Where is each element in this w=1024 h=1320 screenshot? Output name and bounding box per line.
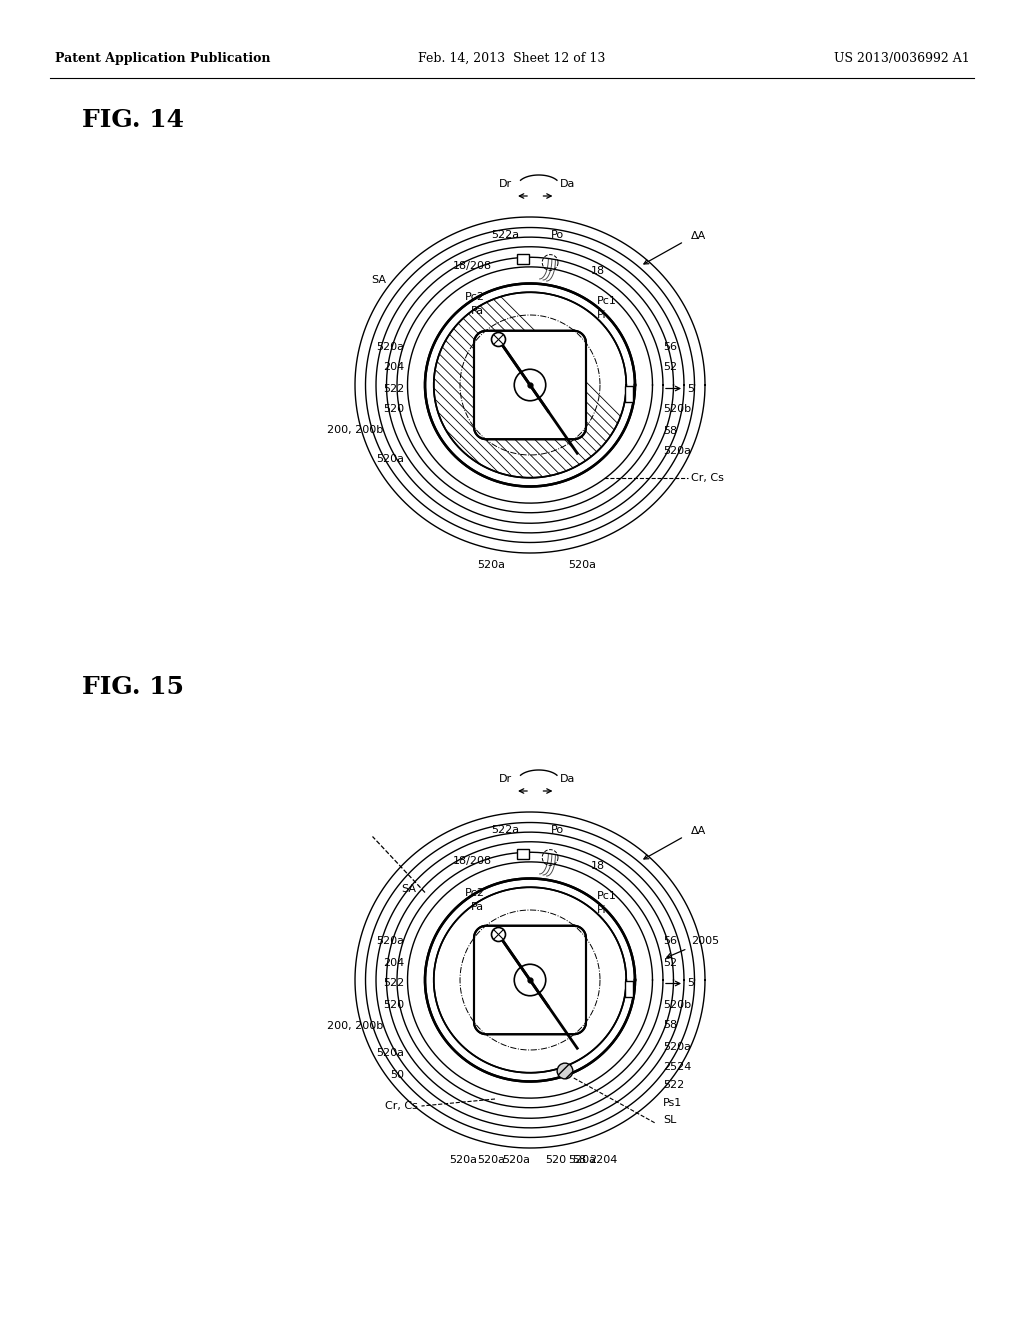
Text: 5: 5 xyxy=(687,384,694,393)
Text: 520a: 520a xyxy=(477,1155,506,1166)
Text: Pi: Pi xyxy=(597,906,606,915)
Text: 520a: 520a xyxy=(376,1048,404,1059)
Text: 18/208: 18/208 xyxy=(453,261,492,271)
Text: Cr, Cs: Cr, Cs xyxy=(691,473,724,483)
Text: 520b: 520b xyxy=(663,999,691,1010)
Text: Cr, Cs: Cr, Cs xyxy=(385,1101,418,1111)
Text: 520a: 520a xyxy=(376,454,404,463)
Text: 520: 520 xyxy=(383,404,404,414)
Text: 520a: 520a xyxy=(477,560,506,570)
Text: 522: 522 xyxy=(383,978,404,989)
Text: Pc1: Pc1 xyxy=(597,296,616,306)
Text: 52: 52 xyxy=(663,363,677,372)
Text: FIG. 14: FIG. 14 xyxy=(82,108,184,132)
Text: 58: 58 xyxy=(572,1155,586,1166)
Circle shape xyxy=(514,964,546,995)
Text: 2524: 2524 xyxy=(663,1063,691,1072)
Text: Ps1: Ps1 xyxy=(663,1097,682,1107)
Text: 18: 18 xyxy=(591,267,605,276)
Circle shape xyxy=(492,333,506,346)
Text: 520a: 520a xyxy=(663,446,691,457)
Text: 520a: 520a xyxy=(568,560,597,570)
Text: 522a: 522a xyxy=(492,825,519,834)
Text: Patent Application Publication: Patent Application Publication xyxy=(55,51,270,65)
Bar xyxy=(517,849,529,859)
Text: Po: Po xyxy=(551,825,564,834)
Text: 58: 58 xyxy=(663,1020,677,1031)
Text: 520: 520 xyxy=(383,999,404,1010)
Text: 58: 58 xyxy=(663,425,677,436)
Text: Da: Da xyxy=(560,180,575,189)
Text: 520a: 520a xyxy=(663,1041,691,1052)
Text: SA: SA xyxy=(401,884,416,894)
Text: 200, 200b: 200, 200b xyxy=(327,1020,383,1031)
Text: Da: Da xyxy=(560,774,575,784)
Text: 5: 5 xyxy=(687,978,694,989)
Text: 56: 56 xyxy=(663,936,677,946)
Circle shape xyxy=(514,370,546,401)
Text: 520a: 520a xyxy=(376,936,404,946)
Text: 2005: 2005 xyxy=(691,936,719,946)
Text: Pa: Pa xyxy=(471,306,484,317)
Text: 204: 204 xyxy=(383,363,404,372)
Text: SA: SA xyxy=(372,275,386,285)
Text: 522: 522 xyxy=(383,384,404,393)
Text: 520a: 520a xyxy=(502,1155,530,1166)
Text: Pc2: Pc2 xyxy=(465,293,484,302)
Text: 50: 50 xyxy=(390,1069,404,1080)
Text: Pa: Pa xyxy=(471,902,484,912)
Text: 52: 52 xyxy=(663,957,677,968)
Text: 520: 520 xyxy=(546,1155,567,1166)
Bar xyxy=(517,255,529,264)
Text: Feb. 14, 2013  Sheet 12 of 13: Feb. 14, 2013 Sheet 12 of 13 xyxy=(419,51,605,65)
Text: Pi: Pi xyxy=(597,310,606,319)
Polygon shape xyxy=(474,331,586,440)
Text: US 2013/0036992 A1: US 2013/0036992 A1 xyxy=(835,51,970,65)
Text: 18/208: 18/208 xyxy=(453,855,492,866)
Text: 520a: 520a xyxy=(450,1155,477,1166)
Bar xyxy=(626,385,633,401)
Text: 520b: 520b xyxy=(663,404,691,414)
Text: 2204: 2204 xyxy=(590,1155,617,1166)
Text: 204: 204 xyxy=(383,957,404,968)
Bar xyxy=(626,981,633,997)
Text: Po: Po xyxy=(551,230,564,240)
Text: ΔA: ΔA xyxy=(691,231,707,242)
Text: 520a: 520a xyxy=(568,1155,597,1166)
Text: Dr: Dr xyxy=(500,774,512,784)
Circle shape xyxy=(557,1063,572,1078)
Text: Pc2: Pc2 xyxy=(465,887,484,898)
Text: Pc1: Pc1 xyxy=(597,891,616,902)
Text: 200, 200b: 200, 200b xyxy=(327,425,383,436)
Text: 56: 56 xyxy=(663,342,677,351)
Text: 522a: 522a xyxy=(492,230,519,240)
Text: ΔA: ΔA xyxy=(691,826,707,837)
Text: 522: 522 xyxy=(663,1080,684,1090)
Polygon shape xyxy=(474,925,586,1035)
Text: 18: 18 xyxy=(591,861,605,871)
Text: Dr: Dr xyxy=(500,180,512,189)
Text: 520a: 520a xyxy=(376,342,404,351)
Circle shape xyxy=(492,928,506,941)
Text: FIG. 15: FIG. 15 xyxy=(82,675,184,700)
Text: SL: SL xyxy=(663,1115,677,1125)
